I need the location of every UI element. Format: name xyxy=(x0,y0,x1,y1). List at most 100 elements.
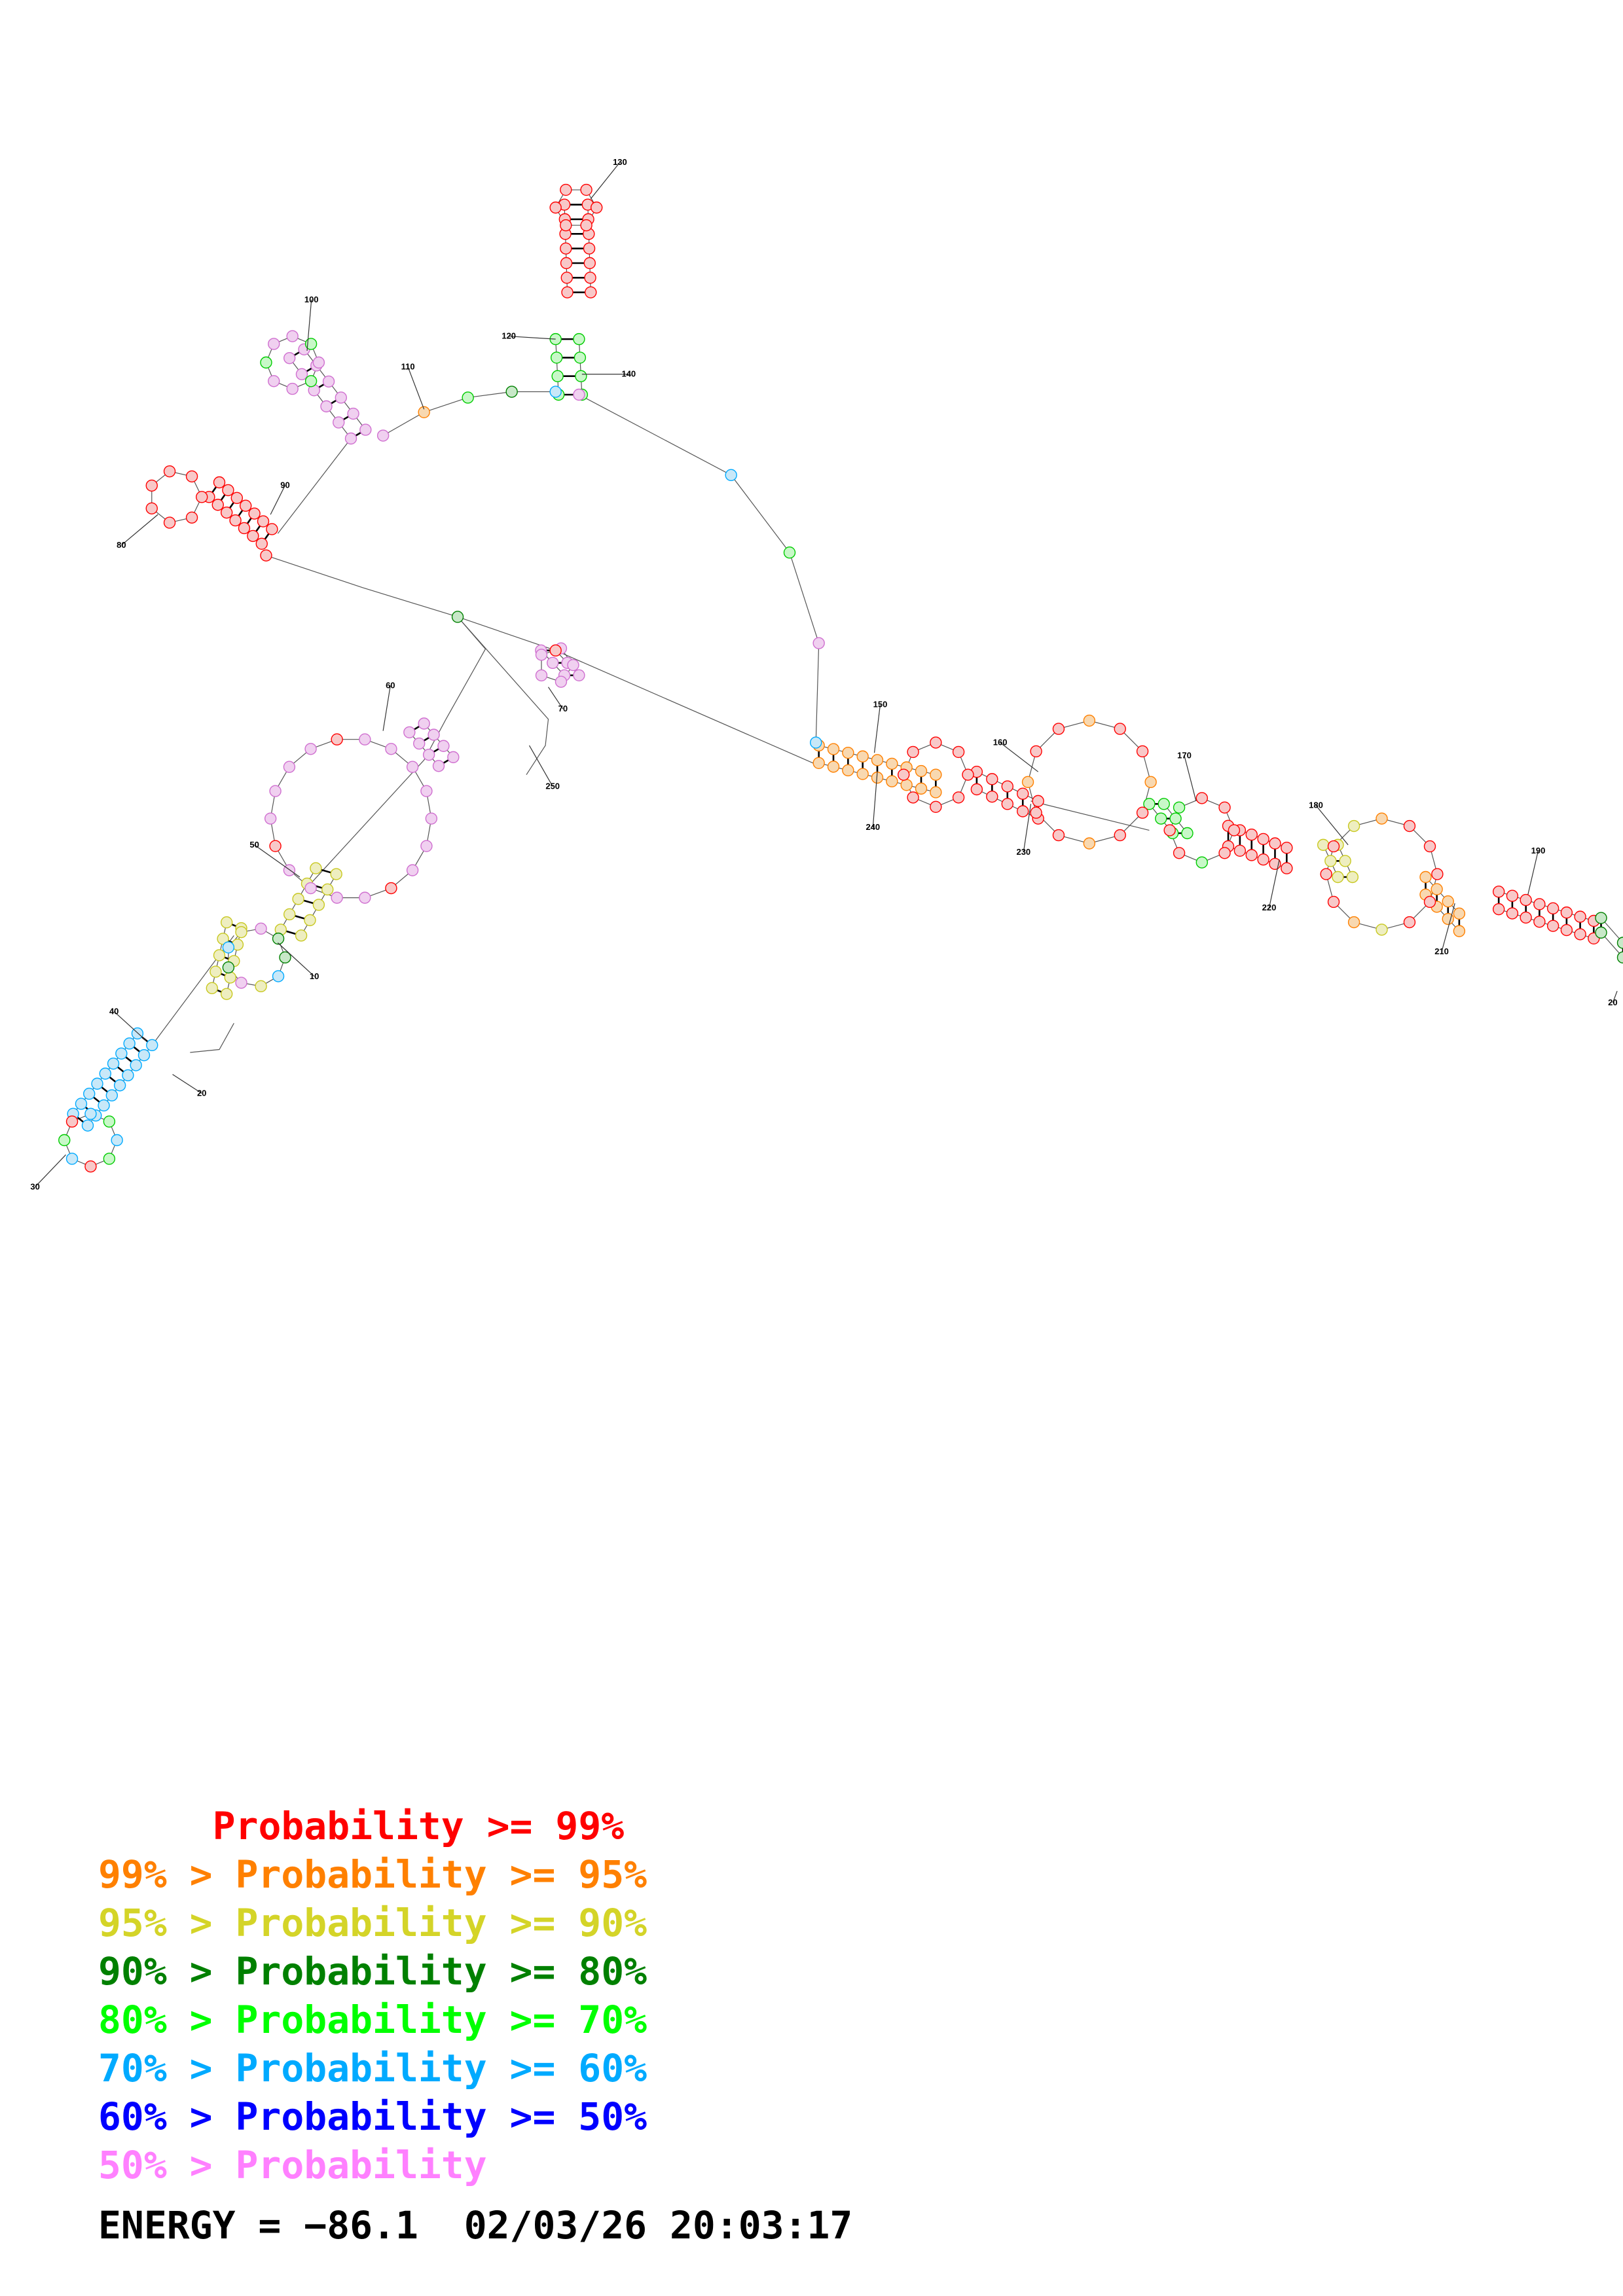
energy-timestamp: ENERGY = −86.1 02/03/26 20:03:17 xyxy=(98,2203,853,2248)
nucleotide xyxy=(83,1087,96,1100)
nucleotide xyxy=(163,516,176,529)
nucleotide xyxy=(418,717,430,730)
nucleotide xyxy=(1520,911,1532,924)
nucleotide xyxy=(230,492,243,505)
nucleotide xyxy=(1173,847,1186,859)
nucleotide xyxy=(145,479,158,492)
nucleotide xyxy=(962,768,974,781)
nucleotide xyxy=(1218,801,1231,814)
nucleotide xyxy=(550,351,563,364)
nucleotide xyxy=(283,864,296,876)
nucleotide xyxy=(1423,840,1436,853)
nucleotide xyxy=(1533,916,1546,928)
nucleotide xyxy=(222,941,235,954)
nucleotide xyxy=(1492,886,1505,898)
nucleotide xyxy=(952,745,965,759)
nucleotide xyxy=(567,658,579,672)
nucleotide xyxy=(105,1089,119,1102)
nucleotide xyxy=(827,743,840,755)
nucleotide xyxy=(1158,798,1170,810)
nucleotide xyxy=(549,644,562,657)
nucleotide xyxy=(255,537,268,550)
nucleotide xyxy=(970,783,983,796)
nucleotide xyxy=(900,779,913,791)
nucleotide xyxy=(1403,819,1416,833)
nucleotide xyxy=(65,1115,79,1128)
position-label: 150 xyxy=(873,699,888,709)
position-label: 140 xyxy=(621,369,636,379)
nucleotide xyxy=(257,515,270,528)
nucleotide xyxy=(255,922,267,935)
nucleotide xyxy=(952,791,965,804)
nucleotide xyxy=(99,1067,112,1080)
position-label: 250 xyxy=(545,781,560,791)
position-label: 120 xyxy=(501,331,516,341)
nucleotide xyxy=(1346,870,1359,884)
nucleotide xyxy=(359,891,371,904)
nucleotide xyxy=(1163,824,1176,836)
nucleotide xyxy=(535,669,548,682)
nucleotide xyxy=(333,416,345,429)
nucleotide xyxy=(1595,912,1607,924)
nucleotide xyxy=(272,970,285,982)
nucleotide xyxy=(1281,842,1293,854)
nucleotide xyxy=(235,925,247,939)
nucleotide xyxy=(312,899,325,911)
nucleotide xyxy=(1616,937,1623,949)
nucleotide xyxy=(725,469,737,482)
nucleotide xyxy=(58,1134,71,1147)
nucleotide xyxy=(1001,798,1013,810)
nucleotide xyxy=(986,773,998,785)
nucleotide xyxy=(1136,745,1149,758)
position-label: 20 xyxy=(197,1088,206,1098)
nucleotide xyxy=(1281,862,1293,874)
position-label: 100 xyxy=(304,295,319,304)
nucleotide xyxy=(591,201,603,214)
nucleotide xyxy=(930,736,942,749)
nucleotide xyxy=(103,1153,116,1165)
nucleotide xyxy=(1403,916,1416,929)
legend-row: 99% > Probability >= 95% xyxy=(98,1852,647,1897)
nucleotide xyxy=(312,356,325,369)
nucleotide xyxy=(1001,780,1013,793)
nucleotide xyxy=(1083,714,1096,727)
nucleotide xyxy=(1560,924,1573,937)
nucleotide xyxy=(420,840,433,852)
nucleotide xyxy=(583,242,596,255)
nucleotide xyxy=(1324,855,1337,867)
nucleotide xyxy=(1595,926,1607,939)
nucleotide xyxy=(1453,925,1466,937)
nucleotide xyxy=(907,745,919,759)
nucleotide xyxy=(1136,806,1149,819)
nucleotide xyxy=(561,286,574,298)
nucleotide xyxy=(1431,883,1443,895)
nucleotide xyxy=(573,669,585,682)
nucleotide xyxy=(432,760,445,772)
nucleotide xyxy=(583,257,596,270)
nucleotide xyxy=(229,514,242,527)
nucleotide xyxy=(1052,723,1065,735)
nucleotide xyxy=(897,768,910,781)
nucleotide xyxy=(1257,853,1269,866)
nucleotide xyxy=(812,637,825,649)
nucleotide xyxy=(98,1099,110,1112)
nucleotide xyxy=(1520,893,1532,906)
nucleotide xyxy=(376,429,390,442)
position-label: 60 xyxy=(386,680,395,690)
nucleotide xyxy=(856,750,869,762)
nucleotide xyxy=(1173,801,1186,814)
nucleotide xyxy=(549,201,562,214)
nucleotide xyxy=(385,882,397,895)
rna-structure-diagram: 10 20 30 40 50 60 70 80 90 100 110 120 130 140 150 160 1… xyxy=(30,157,1623,1191)
nucleotide xyxy=(196,491,208,503)
nucleotide xyxy=(827,761,840,773)
position-label: 30 xyxy=(30,1181,39,1191)
nucleotide xyxy=(1376,924,1388,936)
position-label: 80 xyxy=(117,540,126,550)
nucleotide xyxy=(1376,812,1388,825)
nucleotide xyxy=(115,1047,128,1060)
nucleotide xyxy=(915,782,928,795)
nucleotide xyxy=(107,1057,120,1070)
nucleotide xyxy=(406,864,419,876)
nucleotide xyxy=(84,1160,97,1173)
